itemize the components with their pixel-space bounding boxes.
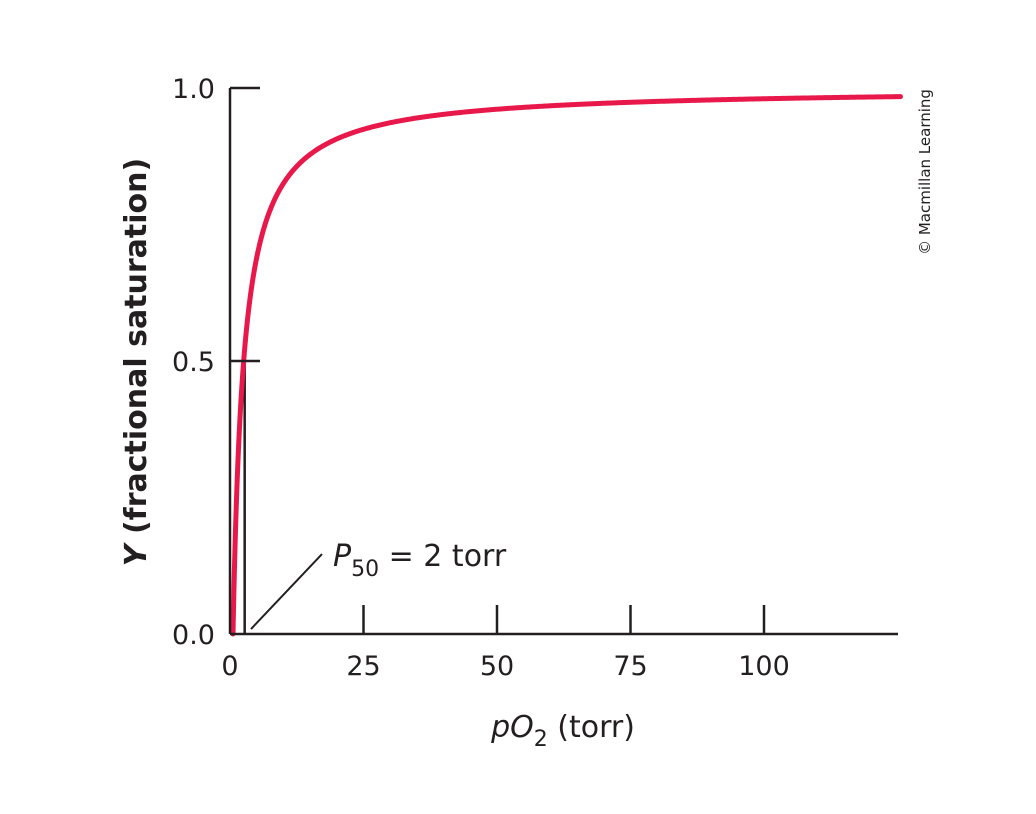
y-tick-label: 0.5: [172, 347, 215, 378]
x-axis-label: pO2 (torr): [490, 710, 635, 752]
x-tick-label: 25: [346, 651, 380, 682]
annotation-leader-line: [250, 553, 323, 630]
y-tick-label: 1.0: [172, 74, 215, 105]
annotation-label: P50 = 2 torr: [333, 539, 507, 582]
x-tick-label: 50: [480, 651, 514, 682]
y-axis-label: Y (fractional saturation): [119, 158, 154, 566]
copyright-text: © Macmillan Learning: [916, 89, 934, 255]
x-tick-label: 75: [613, 651, 647, 682]
x-tick-label: 100: [738, 651, 790, 682]
x-tick-label: 0: [221, 651, 238, 682]
saturation-curve: [230, 94, 903, 637]
y-tick-label: 0.0: [172, 620, 215, 651]
